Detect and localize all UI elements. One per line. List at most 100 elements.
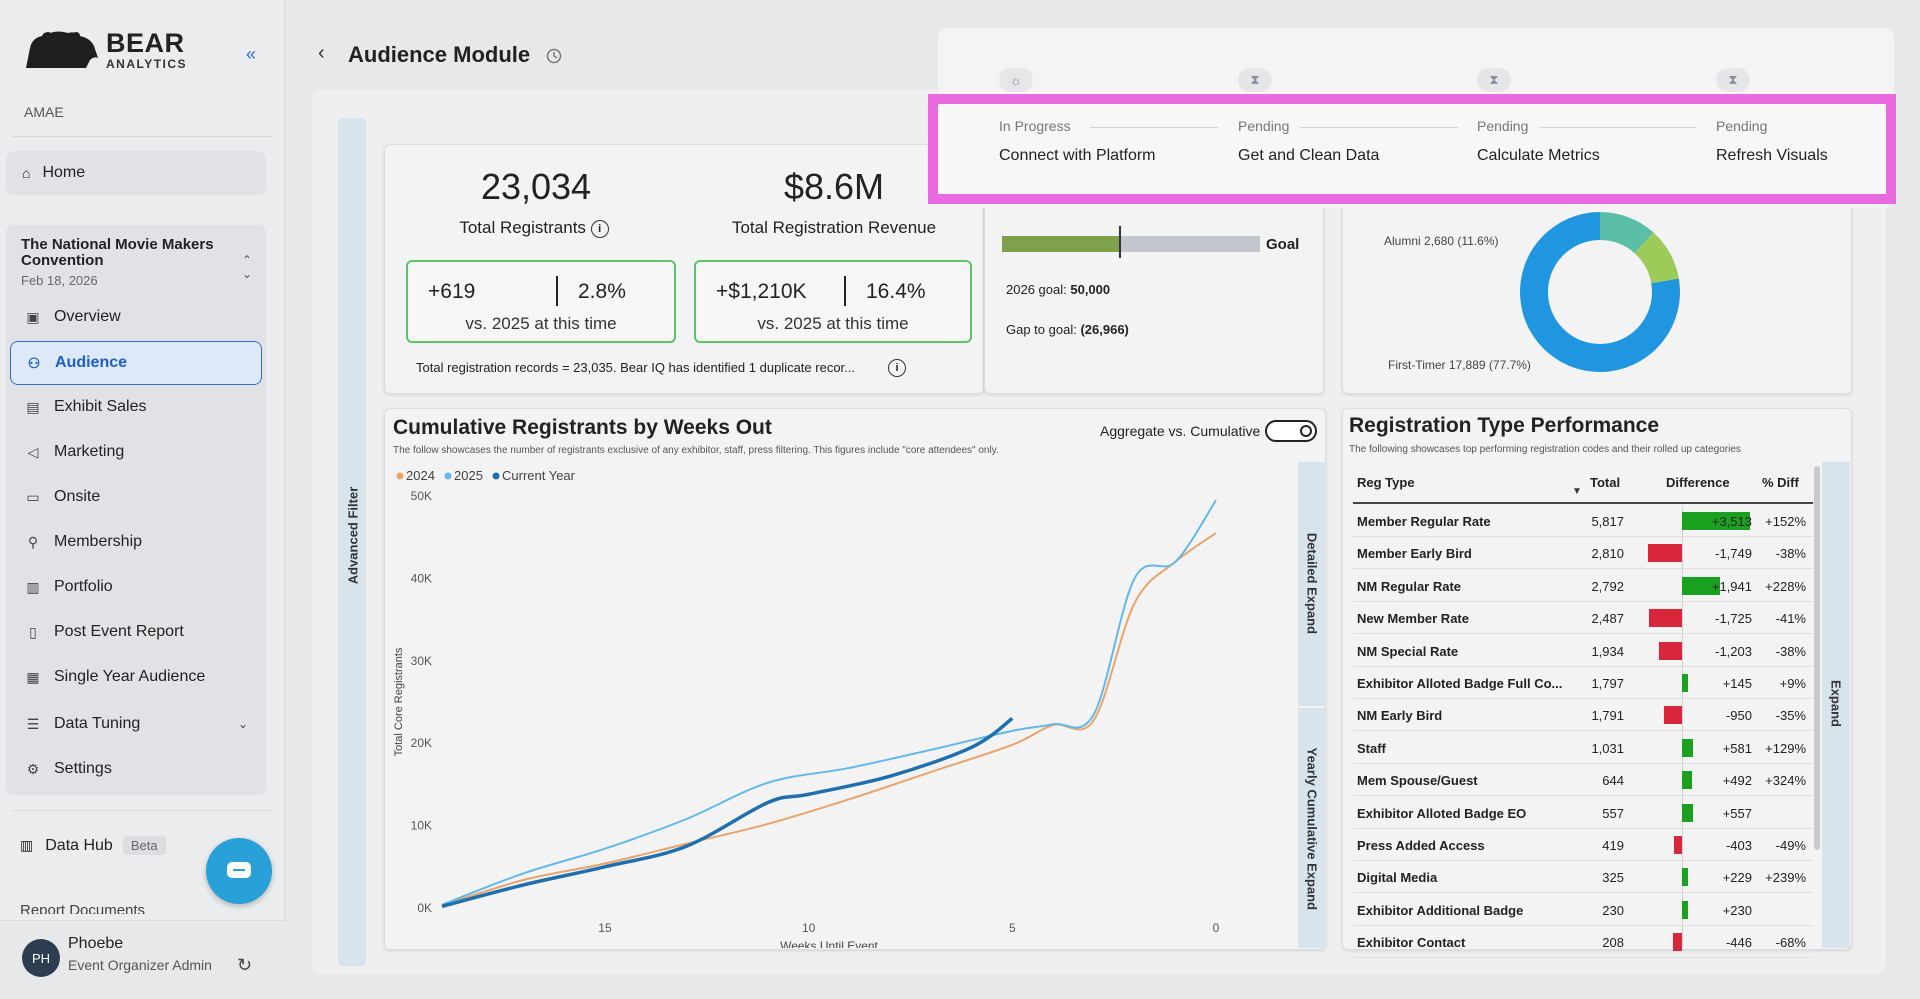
nav-portfolio[interactable]: ▥ Portfolio — [10, 565, 262, 609]
nav-overview-label: Overview — [54, 308, 121, 325]
row-divider — [1353, 633, 1813, 635]
donut-slice-other[interactable] — [1634, 232, 1679, 284]
chat-button[interactable] — [206, 838, 272, 904]
brand-name: BEAR — [106, 28, 185, 58]
step-connector — [1090, 127, 1218, 128]
nav-onsite[interactable]: ▭ Onsite — [10, 475, 262, 519]
reg-type-name: NM Special Rate — [1357, 643, 1459, 659]
difference-bar — [1658, 641, 1682, 660]
nav-membership[interactable]: ⚲ Membership — [10, 520, 262, 564]
nav-overview[interactable]: ▣ Overview — [10, 295, 262, 339]
difference-zero-axis — [1682, 506, 1683, 946]
x-axis-label: Weeks Until Event — [780, 939, 878, 948]
badge-icon: ▭ — [26, 488, 40, 505]
step-3-label: Calculate Metrics — [1477, 147, 1600, 164]
detailed-expand-tab[interactable]: Detailed Expand — [1298, 462, 1326, 706]
reg-type-difference: +1,941 — [1711, 578, 1752, 594]
total-registrants-value: 23,034 — [480, 166, 592, 207]
nav-data-tuning[interactable]: ☰ Data Tuning ⌄ — [10, 702, 262, 746]
row-divider — [1353, 698, 1813, 699]
row-divider — [1353, 536, 1813, 537]
reg-type-total: 419 — [1602, 838, 1624, 853]
reg-type-difference: +229 — [1722, 870, 1752, 886]
difference-bar — [1663, 706, 1682, 725]
advanced-filter-tab[interactable]: Advanced Filter — [338, 118, 366, 966]
nav-exhibit-sales-label: Exhibit Sales — [54, 398, 147, 415]
col-header-reg-type[interactable]: Reg Type — [1357, 475, 1415, 490]
legend-label: Current Year — [502, 468, 576, 483]
x-tick-label: 10 — [802, 921, 816, 935]
series-line-current-year[interactable] — [441, 717, 1014, 909]
donut-slice-first-timer[interactable] — [1520, 212, 1680, 372]
overview-icon: ▣ — [26, 308, 40, 325]
chevron-down-icon[interactable]: ⌄ — [237, 717, 248, 731]
reg-type-difference: +3,513 — [1711, 514, 1752, 529]
reg-type-name: Member Early Bird — [1357, 546, 1472, 562]
report-icon: ▯ — [29, 623, 37, 640]
series-line-2024[interactable] — [441, 532, 1217, 907]
reg-type-pct-diff: -41% — [1775, 611, 1806, 627]
nav-home-label: Home — [42, 164, 86, 181]
step-4-label: Refresh Visuals — [1716, 147, 1828, 164]
back-chevron-icon[interactable]: ‹ — [318, 42, 325, 64]
yearly-cumulative-expand-tab[interactable]: Yearly Cumulative Expand — [1298, 708, 1326, 948]
donut-slice-alumni[interactable] — [1600, 212, 1654, 254]
collapse-sidebar-icon[interactable]: « — [246, 44, 257, 64]
alumni-label: Alumni 2,680 (11.6%) — [1384, 234, 1499, 248]
col-header-pct-diff[interactable]: % Diff — [1762, 475, 1799, 490]
goal-value: 50,000 — [1070, 282, 1111, 297]
reg-type-expand-label: Expand — [1828, 680, 1844, 727]
history-icon[interactable] — [545, 47, 563, 65]
reg-type-name: Exhibitor Alloted Badge Full Co... — [1357, 676, 1563, 691]
revenue-delta-pct: 16.4% — [866, 280, 926, 303]
registrants-delta-abs: +619 — [428, 280, 476, 303]
nav-home[interactable]: ⌂ Home — [6, 151, 266, 195]
avatar[interactable]: PH — [22, 939, 60, 977]
difference-bar — [1682, 576, 1720, 595]
info-icon[interactable]: i — [888, 359, 906, 377]
info-icon[interactable]: i — [590, 219, 609, 238]
y-tick-label: 30K — [411, 654, 432, 668]
nav-data-hub[interactable]: ▥ Data Hub Beta — [20, 836, 166, 855]
event-switcher-icon[interactable]: ⌃ ⌄ — [241, 253, 252, 281]
col-header-difference[interactable]: Difference — [1666, 475, 1730, 490]
step-2-status: Pending — [1238, 118, 1290, 134]
reg-type-name: Exhibitor Contact — [1357, 935, 1466, 951]
series-line-2025[interactable] — [441, 499, 1217, 906]
cumulative-chart-title: Cumulative Registrants by Weeks Out — [393, 416, 772, 439]
hourglass-icon: ⧗ — [1477, 68, 1511, 92]
registrants-delta-box: +619 2.8% vs. 2025 at this time — [406, 260, 676, 343]
event-date: Feb 18, 2026 — [21, 273, 98, 288]
first-timer-label: First-Timer 17,889 (77.7%) — [1388, 358, 1531, 372]
col-header-total[interactable]: Total — [1590, 475, 1621, 490]
nav-report-documents[interactable]: Report Documents — [20, 902, 146, 914]
sort-desc-icon[interactable]: ▼ — [1572, 486, 1582, 497]
nav-settings[interactable]: ⚙ Settings — [10, 747, 262, 791]
nav-membership-label: Membership — [54, 533, 143, 550]
difference-bar — [1648, 609, 1682, 628]
event-name[interactable]: The National Movie Makers Convention — [21, 236, 214, 269]
reg-type-subtitle: The following showcases top performing r… — [1349, 444, 1741, 455]
reg-type-pct-diff: -49% — [1775, 838, 1806, 853]
nav-single-year-audience[interactable]: ▦ Single Year Audience — [10, 655, 262, 699]
reg-type-difference: -950 — [1725, 708, 1752, 724]
nav-post-event-report[interactable]: ▯ Post Event Report — [10, 610, 262, 654]
reg-type-difference: -403 — [1725, 838, 1752, 853]
nav-audience[interactable]: ⚇ Audience — [10, 341, 262, 385]
logout-icon[interactable]: ↻ — [237, 955, 253, 975]
reg-type-difference: -1,203 — [1715, 643, 1752, 659]
reg-type-pct-diff: +152% — [1765, 514, 1806, 529]
nav-exhibit-sales[interactable]: ▤ Exhibit Sales — [10, 385, 262, 429]
table-scrollbar[interactable] — [1814, 466, 1820, 850]
step-4-status: Pending — [1716, 118, 1768, 134]
step-1-label: Connect with Platform — [999, 147, 1156, 164]
step-1-status: In Progress — [999, 118, 1071, 134]
page-title: Audience Module — [348, 42, 531, 67]
bear-analytics-logo[interactable]: BEAR ANALYTICS — [24, 30, 187, 70]
portfolio-icon: ▥ — [26, 578, 40, 595]
difference-bar — [1674, 836, 1682, 854]
y-tick-label: 50K — [411, 489, 432, 503]
nav-marketing[interactable]: ◁ Marketing — [10, 430, 262, 474]
aggregate-cumulative-toggle[interactable] — [1265, 420, 1317, 442]
reg-type-expand-tab[interactable]: Expand — [1822, 462, 1850, 948]
